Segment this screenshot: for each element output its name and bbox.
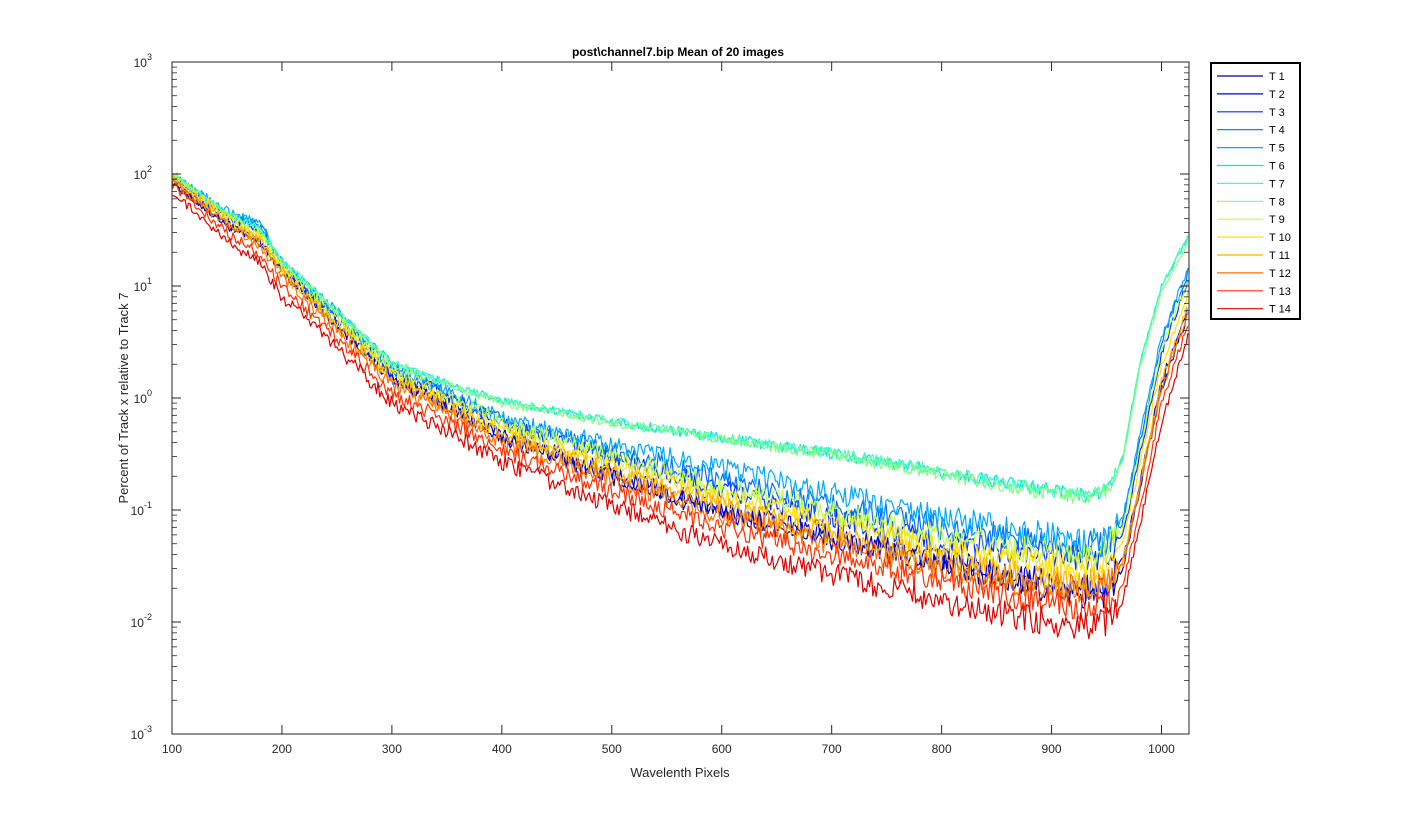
x-tick-label: 600	[712, 742, 732, 756]
series-line-8	[171, 174, 1189, 504]
y-tick-exponent: 2	[147, 164, 152, 174]
series-line-14	[172, 195, 1189, 640]
series-line-6	[171, 174, 1189, 503]
series-line-7	[171, 172, 1189, 500]
legend-label: T 1	[1269, 71, 1285, 83]
x-tick-label: 200	[272, 742, 292, 756]
legend-label: T 9	[1269, 214, 1285, 226]
legend-label: T 12	[1269, 268, 1291, 280]
y-tick-exponent: -2	[144, 612, 152, 622]
y-tick-exponent: -1	[144, 500, 152, 510]
legend-label: T 3	[1269, 107, 1285, 119]
x-tick-label: 100	[162, 742, 182, 756]
series-layer	[171, 172, 1189, 640]
y-axis-label: Percent of Track x relative to Track 7	[116, 293, 131, 504]
x-axis: 100 200 300 400 500 600 700 800 900 1000	[162, 62, 1175, 756]
legend-label: T 10	[1269, 232, 1291, 244]
x-tick-label: 800	[932, 742, 952, 756]
x-tick-label: 700	[822, 742, 842, 756]
legend-label: T 11	[1269, 250, 1290, 262]
legend-label: T 2	[1269, 89, 1285, 101]
y-tick-exponent: 3	[147, 52, 152, 62]
legend-label: T 5	[1269, 143, 1285, 155]
legend-label: T 6	[1269, 161, 1285, 173]
legend-label: T 13	[1269, 286, 1291, 298]
series-line-2	[171, 180, 1188, 602]
chart-title: post\channel7.bip Mean of 20 images	[572, 45, 784, 59]
legend-label: T 14	[1269, 304, 1291, 316]
x-tick-label: 900	[1042, 742, 1062, 756]
x-tick-label: 300	[382, 742, 402, 756]
x-tick-label: 1000	[1148, 742, 1175, 756]
plot-area	[172, 62, 1189, 734]
y-tick-exponent: -3	[144, 724, 152, 734]
legend-label: T 4	[1269, 125, 1285, 137]
x-tick-label: 400	[492, 742, 512, 756]
legend: T 1 T 2 T 3 T 4 T 5 T 6 T 7 T 8 T 9 T 10 T 11 T 12 T…	[1210, 62, 1301, 320]
legend-label: T 8	[1269, 196, 1285, 208]
x-axis-label: Wavelenth Pixels	[630, 765, 730, 780]
series-line-13	[171, 183, 1189, 621]
legend-box	[1210, 62, 1301, 320]
series-line-10	[171, 180, 1189, 584]
legend-label: T 7	[1269, 178, 1285, 190]
x-tick-label: 500	[602, 742, 622, 756]
y-tick-exponent: 0	[147, 388, 152, 398]
y-tick-exponent: 1	[147, 276, 152, 286]
